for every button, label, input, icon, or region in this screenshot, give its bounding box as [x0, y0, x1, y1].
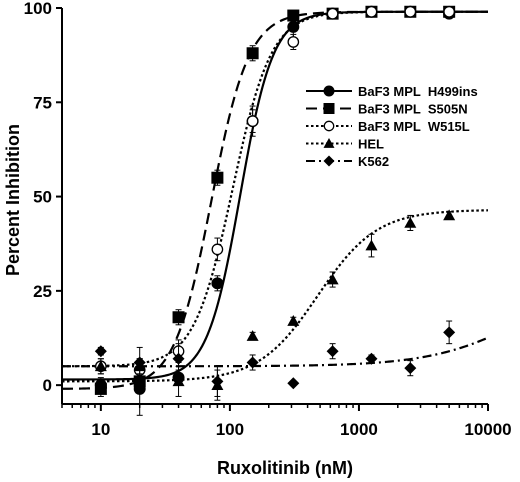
- x-tick-label-2: 1000: [340, 420, 378, 439]
- data-point-3-6: [326, 273, 339, 285]
- data-point-0-5: [287, 20, 300, 33]
- legend-marker-0: [323, 85, 335, 97]
- fit-curve-0: [62, 10, 488, 381]
- legend-marker-4: [323, 155, 335, 167]
- data-point-4-8: [404, 362, 417, 375]
- data-point-1-5: [287, 9, 300, 22]
- y-tick-label-1: 25: [33, 282, 52, 301]
- data-point-3-5: [287, 315, 300, 326]
- y-axis-title: Percent Inhibition: [3, 124, 23, 276]
- x-axis-title: Ruxolitinib (nM): [217, 458, 353, 478]
- x-tick-label-0: 10: [91, 420, 110, 439]
- legend-marker-3: [323, 138, 335, 148]
- fit-curve-2: [62, 10, 488, 368]
- data-point-2-7: [365, 5, 378, 18]
- data-point-1-3: [211, 171, 224, 184]
- y-tick-label-0: 0: [43, 376, 52, 395]
- data-point-4-5: [287, 377, 300, 390]
- data-points: [94, 5, 456, 416]
- data-point-1-2: [172, 311, 185, 324]
- legend-label-4: K562: [358, 154, 389, 169]
- data-point-4-7: [365, 352, 378, 365]
- data-point-1-0: [94, 382, 107, 395]
- data-point-3-0: [94, 360, 107, 372]
- legend-marker-2: [323, 120, 335, 132]
- data-point-4-4: [246, 356, 259, 369]
- y-tick-label-3: 75: [33, 93, 52, 112]
- data-point-4-1: [133, 356, 146, 369]
- data-point-0-3: [211, 277, 224, 290]
- legend-label-1: BaF3 MPL S505N: [358, 102, 468, 117]
- data-point-4-2: [172, 352, 185, 365]
- legend-label-3: HEL: [358, 137, 384, 152]
- legend-label-2: BaF3 MPL W515L: [358, 119, 470, 134]
- data-point-2-4: [246, 115, 259, 127]
- fit-curve-3: [62, 209, 489, 383]
- data-point-3-9: [443, 209, 456, 221]
- x-tick-label-3: 10000: [464, 420, 511, 439]
- fit-curve-1: [61, 10, 488, 390]
- axes: 0 25 50 75 100 10 100 1000 10000: [24, 0, 512, 439]
- data-point-3-2: [172, 375, 185, 387]
- fit-curves: [61, 10, 489, 390]
- y-tick-label-4: 100: [24, 0, 52, 18]
- data-point-3-4: [246, 330, 259, 341]
- data-point-4-3: [211, 375, 224, 388]
- data-point-1-4: [246, 47, 259, 60]
- data-point-3-7: [365, 239, 378, 251]
- legend-label-0: BaF3 MPL H499ins: [358, 84, 478, 99]
- data-point-2-6: [326, 7, 339, 20]
- data-point-2-8: [404, 5, 417, 18]
- y-tick-label-2: 50: [33, 188, 52, 207]
- legend-marker-1: [323, 103, 335, 114]
- data-point-4-0: [94, 345, 107, 358]
- data-point-4-9: [443, 326, 456, 339]
- fit-curve-4: [62, 336, 489, 368]
- data-point-2-3: [211, 243, 224, 256]
- x-tick-label-1: 100: [216, 420, 244, 439]
- data-point-2-5: [287, 36, 300, 48]
- data-point-4-6: [326, 345, 339, 358]
- legend: BaF3 MPL H499ins BaF3 MPL S505N BaF3 MPL W…: [306, 84, 478, 169]
- data-point-3-8: [404, 216, 417, 228]
- data-point-2-9: [443, 5, 456, 18]
